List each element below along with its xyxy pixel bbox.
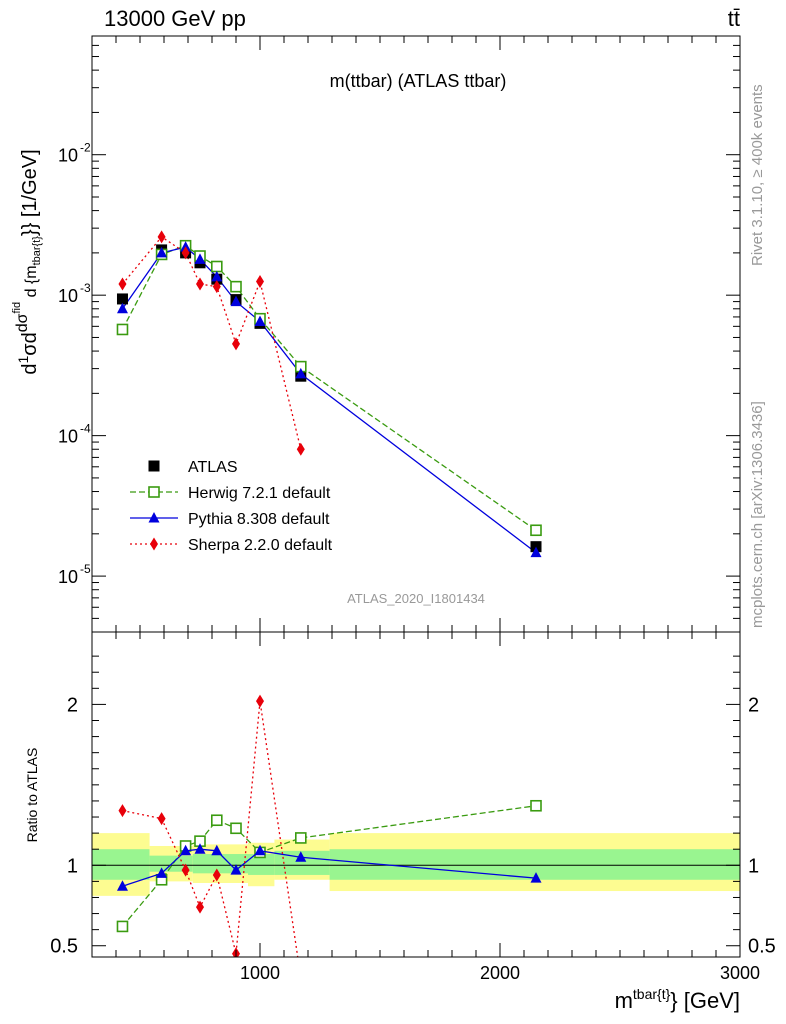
pythia-point [180,241,192,252]
ratio-tick-label: 2 [67,694,78,716]
pythia-point [116,302,128,314]
sherpa-point [196,277,204,291]
ratio-series [116,694,542,984]
ratio-tick-label-right: 0.5 [748,936,776,958]
herwig-ratio-point [294,832,307,844]
sherpa-point [181,246,190,260]
y-tick-exponent: -3 [80,281,91,295]
ratio-tick-label-right: 2 [748,694,759,716]
legend-sherpa-marker [150,537,158,551]
pythia-ratio-point [156,867,168,878]
main-series [116,230,542,558]
sherpa-line [121,236,302,450]
sherpa-point [296,442,305,456]
herwig-ratio-point [116,920,129,933]
legend-entry-label: ATLAS [188,459,238,476]
y-tick-label: 10 [58,146,78,166]
y-tick-label: 10 [58,286,78,306]
sherpa-point [256,275,264,289]
y-tick-exponent: -4 [80,422,91,436]
x-tick-label: 1000 [240,963,280,983]
legend-entry-label: Herwig 7.2.1 default [188,485,331,502]
band-inner-0 [92,849,150,880]
herwig-ratio-point [530,799,542,812]
sherpa-ratio-line [122,701,299,957]
herwig-point [230,280,242,293]
pythia-point [211,270,223,282]
y-tick-label: 10 [58,427,78,447]
band-inner-3 [248,854,275,875]
pythia-ratio-point [230,864,242,875]
y-tick-label: 10 [58,567,78,587]
sherpa-ratio-point [196,900,204,914]
sherpa-ratio-point [297,971,305,984]
pythia-ratio-point [116,880,128,891]
x-tick-label: 3000 [720,963,760,983]
sherpa-ratio-point [118,804,127,818]
pythia-ratio-point [211,844,223,856]
legend: ATLAS Herwig 7.2.1 default Pythia 8.308 de… [130,459,333,554]
y-tick-exponent: -2 [80,141,91,155]
sherpa-point [232,337,240,351]
pythia-line [121,246,537,554]
legend-atlas-marker [148,460,160,472]
ratio-plot-frame [91,631,741,958]
herwig-ratio-point [230,822,242,835]
process-label: tt̄ [728,6,740,31]
rivet-label: Rivet 3.1.10, ≥ 400k events [749,84,766,266]
y-tick-exponent: -5 [80,562,91,576]
pythia-point [254,315,266,326]
herwig-point [530,524,542,537]
x-axis-label: mtbar{t}} [GeV] [615,986,740,1013]
ratio-tick-label: 0.5 [50,936,78,958]
legend-herwig-marker [148,486,160,498]
x-tick-label: 2000 [480,963,520,983]
legend-entry-label: Sherpa 2.2.0 default [188,537,333,554]
y-axis-label: d1σddσfid d {mtbar{t}}} [1/GeV] [11,149,43,374]
svg-text:d1σddσfid d {mtbar{t}}} [1/GeV: d1σddσfid d {mtbar{t}}} [1/GeV] [11,149,43,374]
ratio-uncertainty-bands [92,833,740,896]
pythia-point [530,546,542,558]
legend-entry-label: Pythia 8.308 default [188,511,330,528]
plot-title: m(ttbar) (ATLAS ttbar) [330,71,507,91]
sherpa-ratio-point [256,694,264,708]
herwig-point [211,260,223,273]
herwig-point [116,323,129,336]
pythia-ratio-point [254,844,266,856]
sherpa-ratio-point [212,868,221,882]
band-inner-2 [192,854,248,874]
sherpa-ratio-point [157,812,166,826]
pythia-point [156,246,168,258]
ratio-tick-label-right: 1 [748,855,759,877]
pythia-ratio-point [295,851,307,862]
atlas-data-point [116,293,128,305]
energy-label: 13000 GeV pp [104,6,246,31]
pythia-ratio-point [530,872,542,883]
legend-pythia-marker [148,512,160,523]
pythia-point [194,253,206,264]
pythia-ratio-point [194,843,206,854]
sherpa-point [212,280,221,294]
ratio-y-axis-label: Ratio to ATLAS [24,748,40,843]
pythia-point [230,295,242,307]
analysis-watermark: ATLAS_2020_I1801434 [347,591,485,606]
sherpa-point [157,230,166,244]
ratio-tick-label: 1 [67,855,78,877]
mcplots-label: mcplots.cern.ch [arXiv:1306.3436] [749,401,766,628]
pythia-ratio-point [180,844,192,856]
herwig-ratio-point [211,814,223,827]
sherpa-point [118,277,127,291]
sherpa-ratio-point [181,863,190,877]
pythia-point [295,367,307,379]
